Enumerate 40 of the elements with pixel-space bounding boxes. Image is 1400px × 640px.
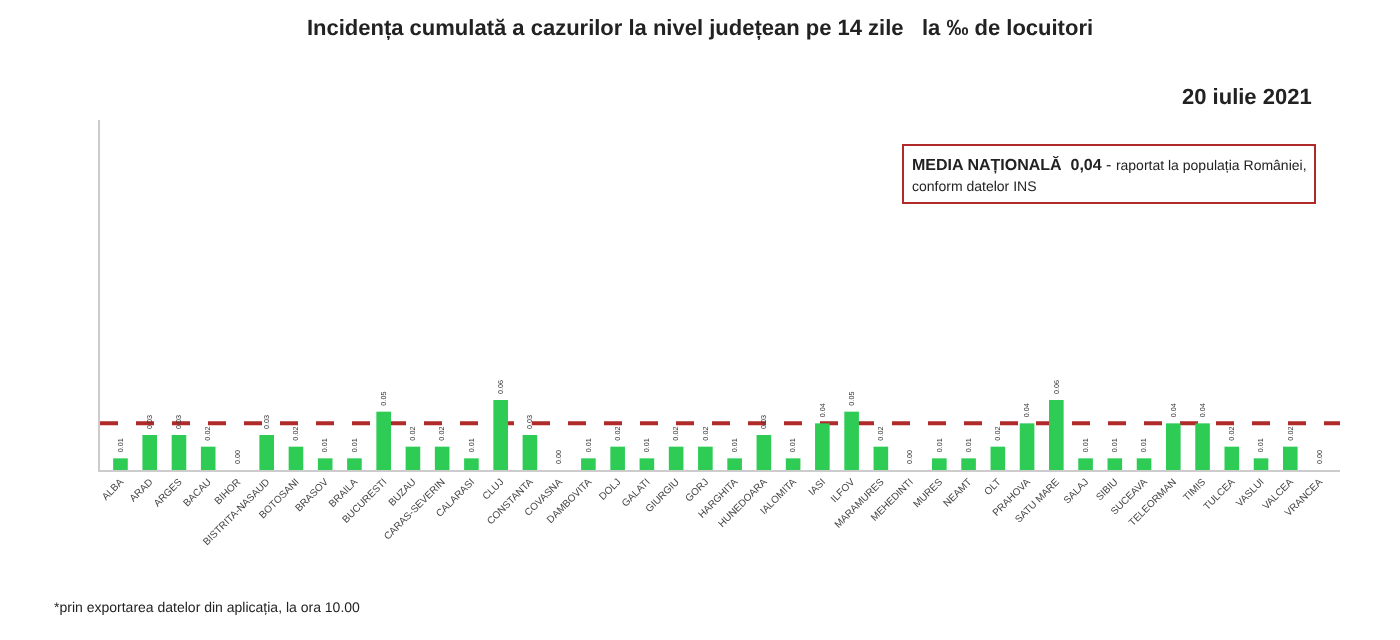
bar	[698, 446, 713, 470]
bar	[961, 458, 976, 470]
bar	[317, 458, 333, 470]
bar	[376, 411, 391, 470]
chart-subtitle: 20 iulie 2021	[1182, 86, 1312, 110]
bar	[142, 435, 158, 470]
bar	[434, 446, 450, 470]
chart-title: Incidența cumulată a cazurilor la nivel județean pe 14 zile la ‰ de locuitori	[306, 16, 1094, 41]
bar	[1195, 423, 1210, 470]
bar	[288, 446, 304, 470]
bar	[873, 446, 889, 470]
bar	[493, 400, 508, 470]
bar	[639, 458, 655, 470]
bar	[1166, 423, 1181, 470]
bar	[1107, 458, 1123, 470]
bar	[990, 446, 1006, 470]
bar	[522, 435, 538, 470]
bar	[1136, 458, 1152, 470]
bar	[668, 446, 684, 470]
bar	[1282, 446, 1298, 470]
bar	[610, 446, 625, 470]
bar	[405, 446, 421, 470]
bar	[1049, 400, 1064, 470]
bar	[727, 458, 742, 470]
bar	[259, 435, 274, 470]
bar	[200, 446, 216, 470]
bar	[932, 458, 947, 470]
bar	[785, 458, 801, 470]
bar	[464, 458, 479, 470]
bar	[1019, 423, 1035, 470]
bar	[815, 423, 830, 470]
bar	[113, 458, 128, 470]
bar	[347, 458, 362, 470]
bar	[1078, 458, 1093, 470]
bar	[171, 435, 187, 470]
bar	[756, 435, 772, 470]
bar	[1253, 458, 1269, 470]
bar	[844, 411, 859, 470]
bar	[1224, 446, 1240, 470]
bar	[581, 458, 596, 470]
